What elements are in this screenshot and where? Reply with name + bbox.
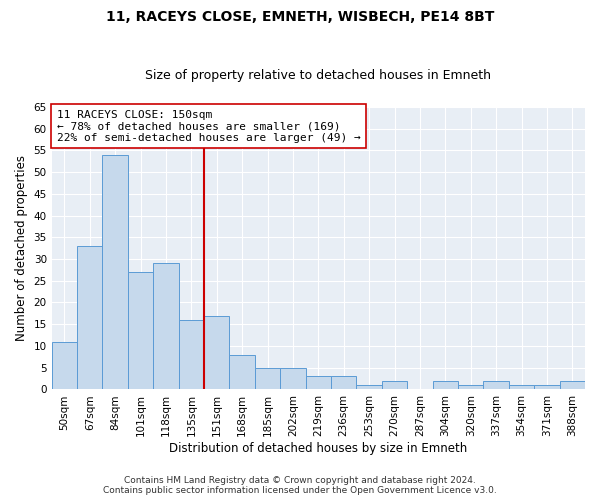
Bar xyxy=(229,354,255,390)
Bar xyxy=(128,272,153,390)
Bar xyxy=(204,316,229,390)
Bar xyxy=(179,320,204,390)
Bar xyxy=(534,385,560,390)
Bar xyxy=(255,368,280,390)
Bar xyxy=(331,376,356,390)
Bar xyxy=(382,381,407,390)
Bar xyxy=(458,385,484,390)
Bar xyxy=(153,264,179,390)
Bar xyxy=(103,154,128,390)
X-axis label: Distribution of detached houses by size in Emneth: Distribution of detached houses by size … xyxy=(169,442,467,455)
Y-axis label: Number of detached properties: Number of detached properties xyxy=(15,155,28,341)
Title: Size of property relative to detached houses in Emneth: Size of property relative to detached ho… xyxy=(145,69,491,82)
Bar xyxy=(77,246,103,390)
Bar xyxy=(509,385,534,390)
Bar xyxy=(433,381,458,390)
Text: 11 RACEYS CLOSE: 150sqm
← 78% of detached houses are smaller (169)
22% of semi-d: 11 RACEYS CLOSE: 150sqm ← 78% of detache… xyxy=(57,110,361,143)
Text: 11, RACEYS CLOSE, EMNETH, WISBECH, PE14 8BT: 11, RACEYS CLOSE, EMNETH, WISBECH, PE14 … xyxy=(106,10,494,24)
Bar xyxy=(484,381,509,390)
Bar xyxy=(356,385,382,390)
Bar xyxy=(52,342,77,390)
Bar xyxy=(305,376,331,390)
Text: Contains HM Land Registry data © Crown copyright and database right 2024.
Contai: Contains HM Land Registry data © Crown c… xyxy=(103,476,497,495)
Bar xyxy=(560,381,585,390)
Bar xyxy=(280,368,305,390)
